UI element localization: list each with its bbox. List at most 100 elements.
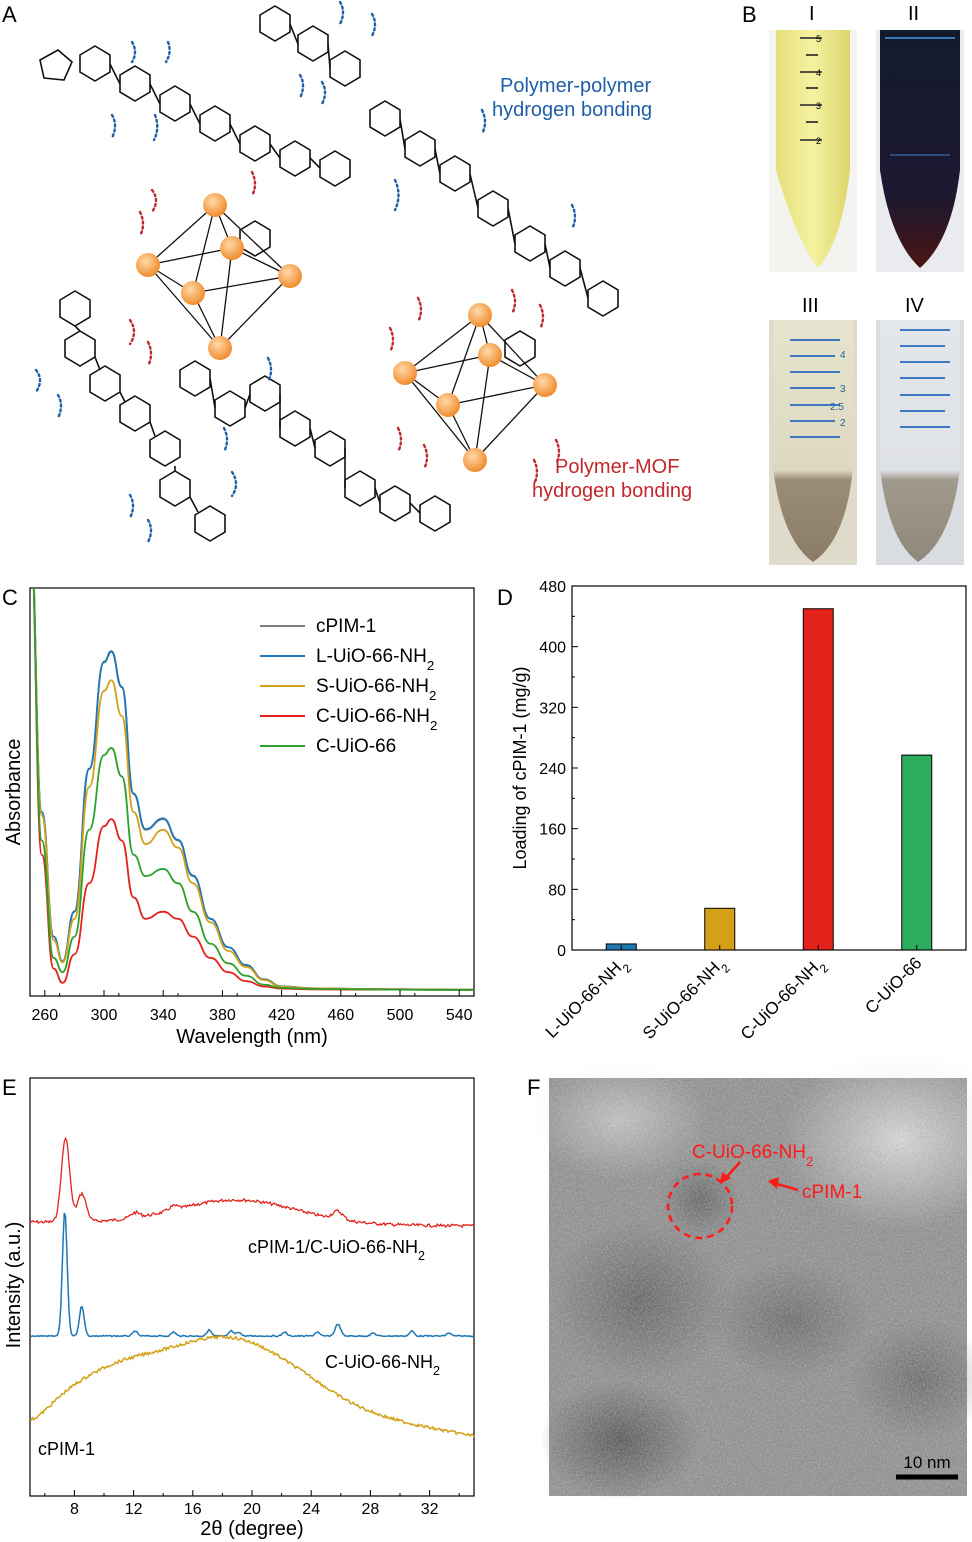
- series-line-C-UiO-66-NH2: [32, 588, 474, 991]
- x-tick-label: 20: [243, 1501, 261, 1518]
- x-tick-label: 460: [327, 1007, 354, 1024]
- tem-image: [530, 1050, 972, 1500]
- legend-label: cPIM-1: [316, 616, 376, 637]
- polymer-chain: [59, 290, 226, 542]
- tube-photo-iv: [876, 320, 964, 565]
- tem-label-pim: cPIM-1: [802, 1182, 862, 1203]
- polymer-chain: [39, 45, 351, 187]
- tube-mark: 5: [816, 34, 821, 44]
- x-tick-label: 12: [125, 1501, 143, 1518]
- x-tick-label: C-UiO-66: [861, 953, 925, 1017]
- plot-area-d: 0 80 160 240 320 400 480 L-UiO-66-NH2 S-UiO-66-N…: [539, 579, 933, 1048]
- series-label-e-composite: cPIM-1/C-UiO-66-NH2: [248, 1237, 425, 1263]
- panel-b: B I II III IV 5 4 3 2: [742, 2, 964, 565]
- tube-photo-iii: 4 3 2.5 2: [769, 320, 857, 565]
- polymer-chain: [259, 5, 361, 87]
- legend-label: L-UiO-66-NH2: [316, 646, 434, 673]
- tube-mark: 2: [840, 418, 846, 429]
- plot-frame-e: [29, 1077, 475, 1497]
- series-label-e-pim: cPIM-1: [38, 1439, 95, 1459]
- y-tick-label: 480: [539, 579, 566, 596]
- x-tick-label: 16: [184, 1501, 202, 1518]
- x-tick-label: 340: [150, 1007, 177, 1024]
- arrow-head-pim: [768, 1177, 779, 1189]
- panel-label-c: C: [2, 585, 18, 610]
- x-tick-label: 420: [268, 1007, 295, 1024]
- series-line-S-UiO-66-NH2: [33, 588, 474, 991]
- bar-S-UiO-66-NH2: [704, 907, 736, 951]
- x-tick-label: 500: [387, 1007, 414, 1024]
- x-tick-label: C-UiO-66-NH2: [737, 953, 832, 1048]
- x-tick-label: 8: [70, 1501, 79, 1518]
- series-line-L-UiO-66-NH2: [33, 588, 474, 991]
- y-tick-label: 240: [539, 761, 566, 778]
- hydrogen-bonds: [34, 0, 577, 544]
- zr-cluster-octahedron-2: [393, 303, 557, 472]
- mof-particle-outline: [666, 1172, 734, 1240]
- annotation-polymer-mof-line1: Polymer-MOF: [555, 456, 679, 478]
- panel-label-f: F: [527, 1075, 540, 1100]
- polymer-chain: [179, 360, 451, 532]
- arrow-head-mof: [720, 1172, 731, 1184]
- plot-frame-c: [29, 587, 475, 997]
- y-tick-label: 0: [557, 943, 566, 960]
- zr-cluster-octahedron-1: [136, 193, 302, 360]
- tube-mark: 2.5: [830, 402, 844, 413]
- x-ticks-c: 260 300 340 380 420 460 500 540: [31, 990, 473, 1024]
- panel-label-a: A: [2, 2, 17, 27]
- y-tick-label: 80: [548, 882, 566, 899]
- tube-mark: 3: [840, 384, 846, 395]
- polymer-network: [39, 5, 619, 542]
- panel-e: E 8 12 16 20 24 28 32 cPIM-1/C-UiO-66-NH2 C-Ui…: [2, 1075, 475, 1540]
- x-tick-label: S-UiO-66-NH2: [639, 953, 733, 1047]
- panel-a: A: [2, 0, 692, 544]
- annotation-polymer-polymer-line1: Polymer-polymer: [500, 75, 651, 97]
- panel-label-e: E: [2, 1075, 17, 1100]
- bar-C-UiO-66: [901, 754, 933, 951]
- y-tick-label: 160: [539, 822, 566, 839]
- x-tick-label: 24: [302, 1501, 320, 1518]
- x-axis-label-e: 2θ (degree): [200, 1518, 303, 1540]
- bar-C-UiO-66-NH2: [802, 608, 834, 951]
- tube-label-iv: IV: [905, 295, 925, 317]
- y-axis-label-c: Absorbance: [3, 739, 25, 846]
- legend-label: C-UiO-66: [316, 736, 396, 757]
- plot-area-c: [32, 588, 474, 991]
- x-tick-label: 540: [446, 1007, 473, 1024]
- tube-label-iii: III: [802, 295, 819, 317]
- legend-label: C-UiO-66-NH2: [316, 706, 437, 733]
- tube-mark: 4: [840, 350, 846, 361]
- legend-c: cPIM-1 L-UiO-66-NH2 S-UiO-66-NH2 C-UiO-66-N…: [260, 616, 437, 757]
- tube-label-i: I: [809, 3, 815, 25]
- x-axis-label-c: Wavelength (nm): [176, 1026, 328, 1048]
- tube-label-ii: II: [908, 3, 919, 25]
- x-tick-label: 28: [362, 1501, 380, 1518]
- tube-mark: 4: [816, 68, 821, 78]
- plot-area-e: [29, 1136, 475, 1438]
- series-line-C-UiO-66-NH2: [29, 1212, 475, 1338]
- y-tick-label: 320: [539, 700, 566, 717]
- legend-label: S-UiO-66-NH2: [316, 676, 436, 703]
- y-tick-label: 400: [539, 640, 566, 657]
- series-label-e-mof: C-UiO-66-NH2: [325, 1352, 440, 1378]
- series-line-cPIM-1: [29, 1334, 475, 1438]
- panel-c: C 260 300 340 380 420 460 500 540 cPIM-1 L-UiO-6…: [2, 585, 475, 1048]
- series-line-cPIM-1: [33, 588, 474, 991]
- x-tick-label: 300: [91, 1007, 118, 1024]
- x-tick-label: 260: [31, 1007, 58, 1024]
- panel-label-d: D: [497, 585, 513, 610]
- panel-d: D 0 80 160 240 320 400 480 L-UiO-66-NH2 S-UiO-66…: [497, 579, 967, 1048]
- x-tick-label: 32: [421, 1501, 439, 1518]
- scale-bar-label: 10 nm: [903, 1453, 950, 1472]
- panel-f: F C-UiO-66-NH2 cPIM-1 10 nm: [527, 1050, 972, 1500]
- x-ticks-e: 8 12 16 20 24 28 32: [44, 1490, 460, 1518]
- tube-photo-ii: [876, 30, 964, 272]
- tube-mark: 3: [816, 101, 821, 111]
- y-axis-label-d: Loading of cPIM-1 (mg/g): [510, 666, 530, 869]
- x-tick-label: 380: [209, 1007, 236, 1024]
- annotation-polymer-mof-line2: hydrogen bonding: [532, 480, 692, 502]
- series-line-cPIM-1/C-UiO-66-NH2: [29, 1136, 475, 1229]
- tem-label-mof: C-UiO-66-NH2: [692, 1142, 813, 1169]
- arrow-pim: [773, 1181, 799, 1192]
